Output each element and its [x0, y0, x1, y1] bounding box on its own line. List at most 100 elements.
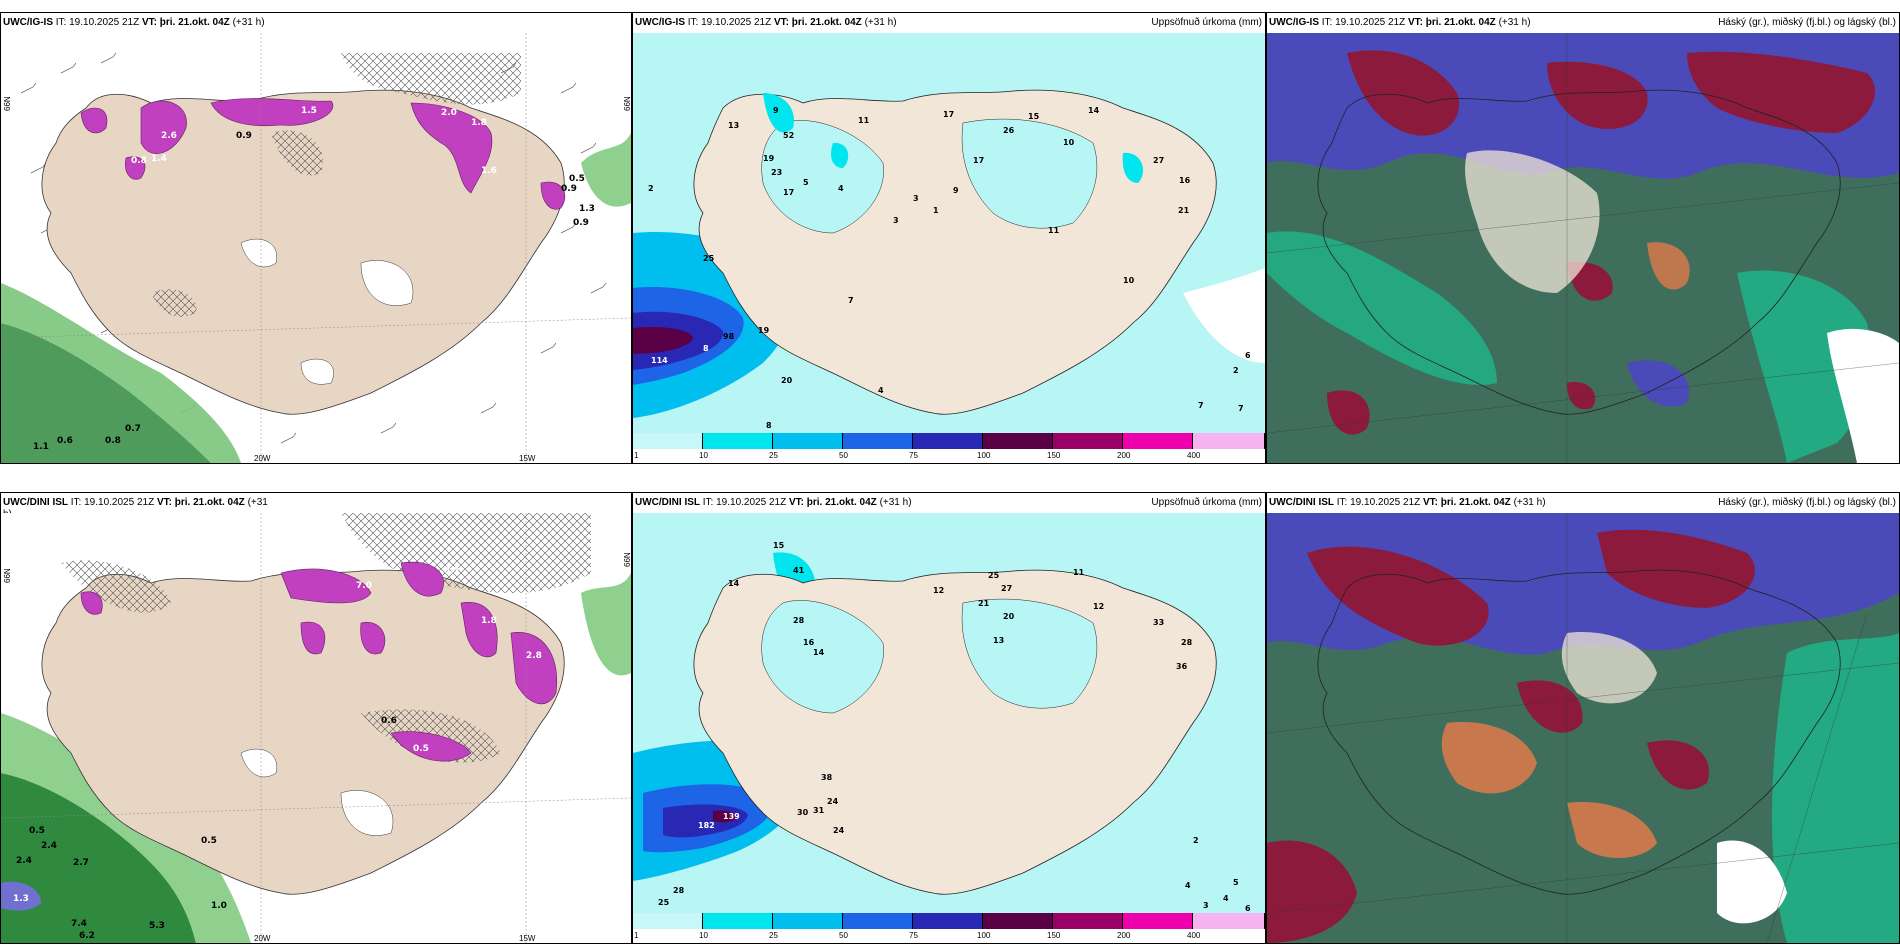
- colorbar-tick: 50: [839, 931, 848, 940]
- precip-value: 7: [1238, 404, 1244, 413]
- snow-value: 1.0: [211, 901, 227, 911]
- colorbar-swatch: [1123, 433, 1193, 449]
- snow-value: 0.5: [413, 744, 429, 754]
- colorbar-swatch: [983, 913, 1053, 929]
- lon-label-20w: 20W: [254, 454, 271, 463]
- precip-value: 21: [978, 599, 990, 608]
- precip-value: 4: [1223, 894, 1229, 903]
- panel-header: UWC/DINI ISL IT: 19.10.2025 21Z VT: þri.…: [3, 497, 268, 509]
- precip-value: 31: [813, 806, 825, 815]
- colorbar-tick: 150: [1047, 451, 1061, 460]
- panel-header: UWC/IG-IS IT: 19.10.2025 21Z VT: þri. 21…: [3, 17, 265, 29]
- vt-value: þri. 21.okt. 04Z: [791, 17, 862, 28]
- precip-value: 13: [728, 121, 739, 130]
- precip-colorbar: [633, 913, 1265, 929]
- lead-value: (+31 h): [1498, 17, 1531, 28]
- precip-value: 15: [773, 541, 785, 550]
- precip-value: 3: [1203, 901, 1209, 910]
- it-value: 19.10.2025 21Z: [701, 17, 772, 28]
- snow-value: 6.2: [79, 931, 95, 941]
- precip-value: 182: [698, 821, 715, 830]
- colorbar-swatch: [1193, 913, 1265, 929]
- precip-value: 28: [793, 616, 805, 625]
- lat-label-66n-left: 66N: [3, 568, 12, 583]
- precip-value: 5: [803, 178, 809, 187]
- colorbar-tick: 1: [634, 451, 639, 460]
- precip-value: 12: [1093, 602, 1104, 611]
- colorbar-ticks: 1 10 25 50 75 100 150 200 400: [633, 451, 1265, 461]
- lat-label-66n: 66N: [623, 96, 632, 111]
- colorbar-tick: 75: [909, 931, 918, 940]
- it-label: IT:: [55, 17, 67, 28]
- panel-bot-mid-precip-map: UWC/DINI ISL IT: 19.10.2025 21Z VT: þri.…: [632, 492, 1266, 944]
- precip-value: 27: [1001, 584, 1012, 593]
- precip-value: 16: [803, 638, 815, 647]
- colorbar-tick: 10: [699, 451, 708, 460]
- colorbar-swatch: [1123, 913, 1193, 929]
- precip-value: 38: [821, 773, 833, 782]
- colorbar-ticks: 1 10 25 50 75 100 150 200 400: [633, 931, 1265, 941]
- it-value: 19.10.2025 21Z: [1335, 17, 1406, 28]
- precip-value: 8: [766, 421, 772, 430]
- snow-value: 1.8: [481, 616, 497, 626]
- field-title: Háský (gr.), miðský (fj.bl.) og lágský (…: [1718, 497, 1896, 508]
- panel-top-mid-precip-map: UWC/IG-IS IT: 19.10.2025 21Z VT: þri. 21…: [632, 12, 1266, 464]
- cloud-cover-map: [1267, 513, 1899, 943]
- snow-value: 0.6: [381, 716, 397, 726]
- model-name: UWC/IG-IS: [3, 17, 53, 28]
- colorbar-swatch: [633, 913, 703, 929]
- panel-header: UWC/DINI ISL IT: 19.10.2025 21Z VT: þri.…: [635, 497, 912, 509]
- vt-value: þri. 21.okt. 04Z: [1425, 17, 1496, 28]
- snow-value: 1.1: [33, 442, 49, 452]
- it-label: IT:: [70, 497, 82, 508]
- vt-label: VT:: [141, 17, 157, 28]
- lon-label-20w: 20W: [254, 934, 271, 943]
- precip-value: 3: [913, 194, 919, 203]
- lon-label-15w: 15W: [519, 934, 536, 943]
- precip-value: 4: [838, 184, 844, 193]
- precip-value: 41: [793, 566, 805, 575]
- lead-value: (+31: [247, 497, 268, 508]
- precip-value-labels: 15 14 41 28 16 14 12 25 27 21 20 13 11 3…: [658, 541, 1251, 913]
- vt-value: þri. 21.okt. 04Z: [159, 17, 230, 28]
- colorbar-tick: 200: [1117, 451, 1131, 460]
- vt-label: VT:: [156, 497, 172, 508]
- precip-value: 14: [813, 648, 825, 657]
- it-label: IT:: [1321, 17, 1333, 28]
- snow-value: 2.8: [526, 651, 542, 661]
- precip-value: 24: [833, 826, 845, 835]
- panel-header: UWC/IG-IS IT: 19.10.2025 21Z VT: þri. 21…: [1269, 17, 1531, 29]
- colorbar-tick: 150: [1047, 931, 1061, 940]
- it-value: 19.10.2025 21Z: [1350, 497, 1421, 508]
- lead-value: (+31 h): [864, 17, 897, 28]
- colorbar-swatch: [913, 913, 983, 929]
- snow-value: 0.7: [125, 424, 141, 434]
- snow-depth-labels: 2.0 1.8 2.6 1.5 1.4 0.9 0.8 1.6 0.5 0.9 …: [33, 106, 595, 452]
- field-title: Uppsöfnuð úrkoma (mm): [1151, 17, 1262, 28]
- colorbar-tick: 25: [769, 931, 778, 940]
- precip-value: 7: [848, 296, 854, 305]
- colorbar-tick: 400: [1187, 931, 1201, 940]
- snow-value: 0.9: [561, 184, 577, 194]
- colorbar-tick: 100: [977, 451, 991, 460]
- colorbar-tick: 1: [634, 931, 639, 940]
- snow-value: 0.5: [569, 174, 585, 184]
- snow-value: 2.4: [41, 841, 57, 851]
- precip-value: 19: [763, 154, 775, 163]
- precip-value: 9: [773, 106, 779, 115]
- vt-value: þri. 21.okt. 04Z: [174, 497, 245, 508]
- colorbar-tick: 50: [839, 451, 848, 460]
- colorbar-tick: 25: [769, 451, 778, 460]
- precip-value: 23: [771, 168, 782, 177]
- colorbar-tick: 75: [909, 451, 918, 460]
- it-value: 19.10.2025 21Z: [84, 497, 155, 508]
- precip-value: 8: [703, 344, 709, 353]
- snow-value: 0.5: [201, 836, 217, 846]
- green-precip-ne: [581, 133, 631, 207]
- precip-value: 2: [1233, 366, 1239, 375]
- precip-value: 17: [943, 110, 954, 119]
- colorbar-swatch: [1193, 433, 1265, 449]
- precip-value: 12: [933, 586, 944, 595]
- lon-label-15w: 15W: [519, 454, 536, 463]
- precip-value: 13: [993, 636, 1004, 645]
